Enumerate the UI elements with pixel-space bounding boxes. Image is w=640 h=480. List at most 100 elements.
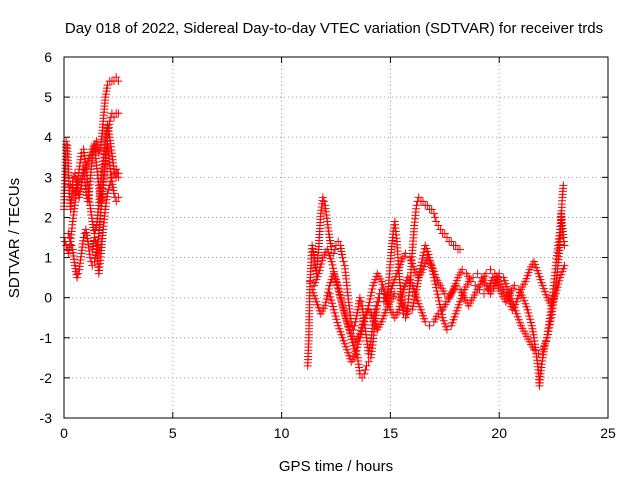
data-point [324, 285, 333, 293]
data-point [417, 258, 426, 267]
data-point [390, 289, 399, 298]
y-tick-label: -3 [40, 410, 53, 426]
data-point [543, 333, 552, 342]
data-point [426, 256, 435, 265]
data-point [329, 305, 338, 314]
x-tick-label: 5 [169, 425, 177, 441]
data-point [464, 277, 473, 286]
data-point [73, 273, 82, 282]
data-point [443, 325, 451, 334]
data-point [555, 276, 564, 285]
data-point [381, 290, 390, 299]
data-point [361, 314, 370, 323]
data-point [546, 320, 554, 329]
data-point [429, 209, 438, 218]
data-point [114, 173, 123, 182]
data-point [559, 181, 568, 190]
data-point [338, 253, 347, 262]
data-point [362, 361, 371, 370]
x-tick-label: 15 [383, 425, 399, 441]
data-point [418, 254, 427, 263]
data-point [434, 293, 443, 302]
data-point [554, 280, 563, 288]
data-point [354, 340, 363, 349]
data-point [330, 245, 339, 254]
data-point [482, 269, 491, 278]
data-point [524, 308, 533, 317]
data-point [314, 269, 323, 278]
data-point [74, 269, 83, 278]
data-point [334, 281, 343, 290]
y-tick-label: 6 [44, 49, 52, 65]
data-point [334, 285, 343, 293]
data-point [486, 265, 495, 274]
data-point [339, 257, 348, 266]
y-tick-label: 2 [44, 209, 52, 225]
data-point [471, 281, 480, 290]
data-point [339, 304, 348, 313]
data-point [430, 277, 439, 285]
data-point [79, 233, 88, 242]
data-point [353, 343, 362, 352]
x-tick-label: 20 [491, 425, 507, 441]
data-point [329, 249, 338, 258]
data-point [355, 337, 364, 345]
data-point [326, 292, 335, 301]
data-point [560, 241, 569, 250]
data-point [377, 277, 386, 286]
data-point [527, 318, 535, 327]
data-point [363, 304, 372, 313]
data-point [91, 225, 100, 234]
data-point [366, 291, 375, 300]
data-point [525, 312, 534, 321]
data-point [316, 263, 325, 272]
data-point [328, 260, 337, 269]
data-point [397, 295, 406, 304]
data-point [534, 349, 543, 358]
data-point [431, 280, 440, 289]
data-point [544, 327, 553, 336]
x-tick-label: 0 [60, 425, 68, 441]
data-point [80, 229, 89, 238]
data-point [368, 285, 377, 293]
data-point [428, 266, 437, 275]
data-point [333, 318, 342, 327]
data-point [358, 324, 367, 333]
data-point [342, 314, 350, 323]
data-point [425, 321, 434, 330]
data-point [398, 289, 407, 297]
data-point [425, 253, 434, 262]
data-point [366, 295, 375, 303]
data-point [551, 289, 560, 298]
data-point [105, 181, 114, 190]
data-point [360, 317, 369, 326]
data-point [357, 297, 365, 306]
data-point [321, 298, 330, 307]
data-point [64, 229, 73, 238]
data-point [429, 270, 438, 279]
data-point [340, 308, 349, 317]
data-point [67, 241, 76, 250]
y-tick-label: 3 [44, 169, 52, 185]
data-point [329, 302, 337, 311]
data-point [380, 287, 389, 296]
data-point [330, 308, 339, 317]
data-point [437, 310, 446, 319]
data-point [395, 302, 404, 311]
data-point [356, 330, 365, 339]
data-point [396, 299, 405, 307]
data-point [352, 346, 361, 355]
data-point [341, 311, 350, 320]
x-tick-label: 10 [274, 425, 290, 441]
data-point [322, 295, 331, 303]
data-point [90, 233, 99, 242]
data-point [86, 253, 95, 262]
data-point [305, 277, 314, 286]
data-point [553, 283, 562, 292]
data-point [113, 169, 122, 178]
data-point [331, 312, 340, 321]
data-point [421, 317, 430, 326]
data-point [456, 245, 464, 254]
data-points [60, 73, 569, 390]
data-point [416, 261, 425, 270]
